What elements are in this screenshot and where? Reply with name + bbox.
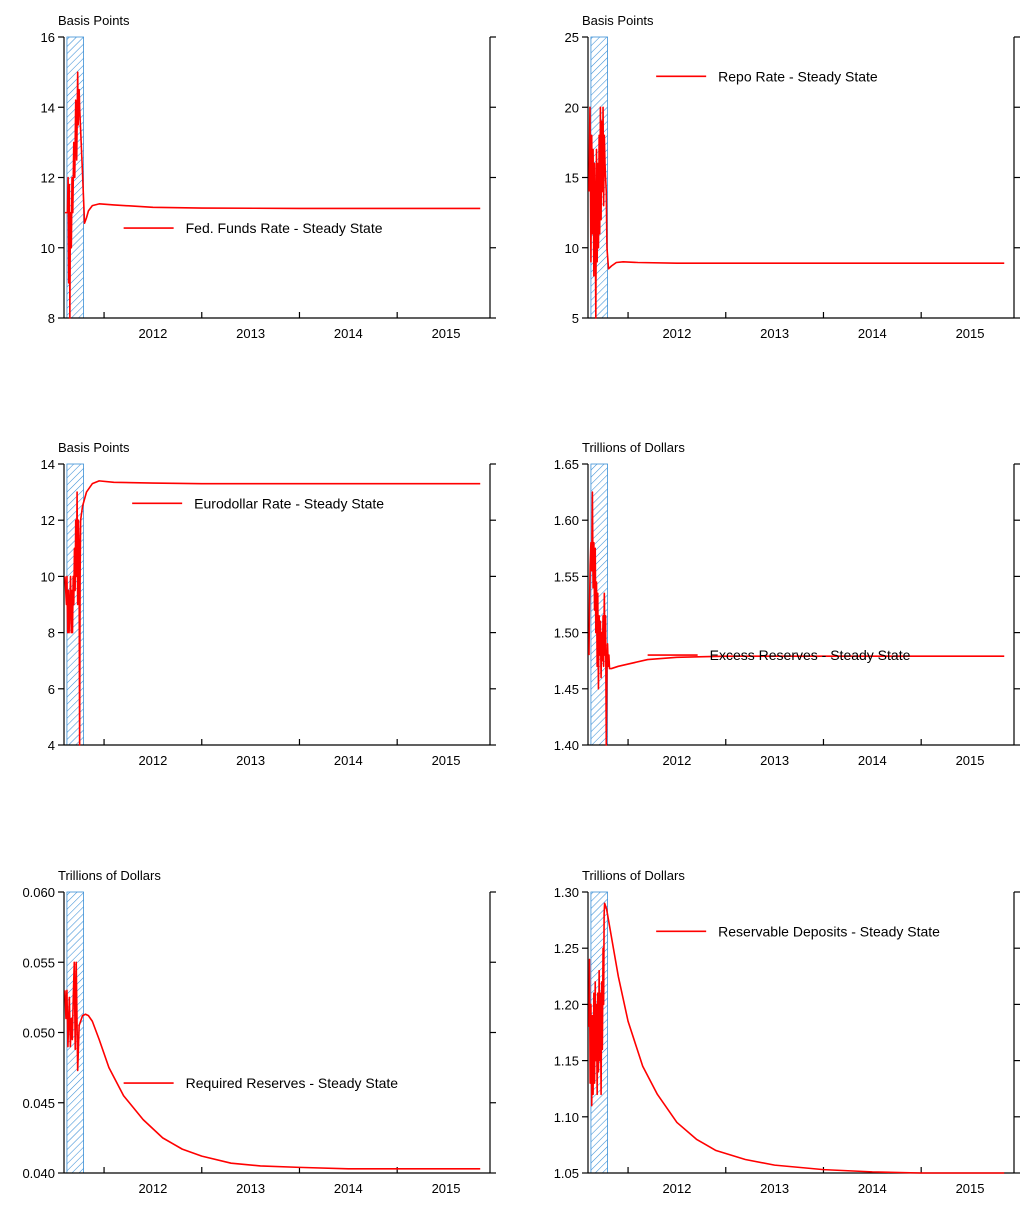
series-line — [588, 106, 1005, 319]
chart-panel-3: 4 6 8 10 12 14 2012 2013 2014 2015 Basis Points Eur… — [41, 440, 496, 768]
y-tick-label: 12 — [41, 513, 55, 528]
y-tick-label: 1.25 — [554, 941, 579, 956]
x-tick-label: 2014 — [858, 1181, 887, 1196]
y-tick-label: 0.050 — [22, 1026, 55, 1041]
chart-panel-2: 5 10 15 20 25 2012 2013 2014 2015 Basis Points Rep… — [565, 13, 1020, 341]
chart-panel-6: 1.05 1.10 1.15 1.20 1.25 1.30 2012 2013 2014 2015… — [554, 868, 1020, 1196]
x-tick-label: 2012 — [662, 1181, 691, 1196]
x-tick-label: 2013 — [236, 1181, 265, 1196]
y-tick-label: 0.040 — [22, 1166, 55, 1181]
y-tick-label: 0.055 — [22, 955, 55, 970]
y-tick-label: 14 — [41, 457, 55, 472]
y-tick-label: 1.20 — [554, 997, 579, 1012]
legend-label: Eurodollar Rate - Steady State — [194, 495, 384, 511]
x-tick-label: 2013 — [760, 1181, 789, 1196]
x-tick-label: 2013 — [760, 326, 789, 341]
y-tick-label: 1.15 — [554, 1054, 579, 1069]
legend-label: Reservable Deposits - Steady State — [718, 923, 940, 939]
x-tick-label: 2012 — [138, 753, 167, 768]
chart-panel-1: 8 10 12 14 16 2012 2013 2014 2015 Basis Points Fed… — [41, 13, 496, 341]
y-tick-label: 10 — [565, 241, 579, 256]
y-tick-label: 1.40 — [554, 738, 579, 753]
series-line — [64, 71, 481, 319]
unit-label: Trillions of Dollars — [582, 440, 685, 455]
legend-label: Repo Rate - Steady State — [718, 68, 878, 84]
unit-label: Basis Points — [58, 13, 130, 28]
x-tick-label: 2012 — [662, 753, 691, 768]
chart-panel-4: 1.40 1.45 1.50 1.55 1.60 1.65 2012 2013 2014 2015… — [554, 440, 1020, 768]
x-tick-label: 2014 — [858, 753, 887, 768]
y-tick-label: 1.10 — [554, 1110, 579, 1125]
series-line — [588, 902, 1005, 1174]
legend-label: Excess Reserves - Steady State — [710, 647, 911, 663]
unit-label: Trillions of Dollars — [582, 868, 685, 883]
x-tick-label: 2012 — [662, 326, 691, 341]
x-tick-label: 2015 — [432, 753, 461, 768]
legend-label: Fed. Funds Rate - Steady State — [186, 220, 383, 236]
y-tick-label: 1.30 — [554, 885, 579, 900]
x-tick-label: 2015 — [956, 326, 985, 341]
y-tick-label: 8 — [48, 311, 55, 326]
y-tick-label: 1.45 — [554, 682, 579, 697]
y-tick-label: 10 — [41, 569, 55, 584]
x-tick-label: 2014 — [334, 1181, 363, 1196]
y-tick-label: 1.60 — [554, 513, 579, 528]
y-tick-label: 14 — [41, 100, 55, 115]
y-tick-label: 1.50 — [554, 626, 579, 641]
y-tick-label: 15 — [565, 171, 579, 186]
x-tick-label: 2012 — [138, 326, 167, 341]
y-tick-label: 1.65 — [554, 457, 579, 472]
y-tick-label: 1.05 — [554, 1166, 579, 1181]
y-tick-label: 0.045 — [22, 1096, 55, 1111]
series-line — [64, 961, 481, 1170]
y-tick-label: 25 — [565, 30, 579, 45]
y-tick-label: 4 — [48, 738, 55, 753]
x-tick-label: 2012 — [138, 1181, 167, 1196]
unit-label: Trillions of Dollars — [58, 868, 161, 883]
y-tick-label: 6 — [48, 682, 55, 697]
x-tick-label: 2015 — [432, 326, 461, 341]
unit-label: Basis Points — [58, 440, 130, 455]
y-tick-label: 0.060 — [22, 885, 55, 900]
y-tick-label: 8 — [48, 626, 55, 641]
x-tick-label: 2014 — [334, 326, 363, 341]
series-line — [64, 480, 481, 746]
chart-panel-5: 0.040 0.045 0.050 0.055 0.060 2012 2013 2014 201… — [22, 868, 496, 1196]
x-tick-label: 2015 — [956, 753, 985, 768]
x-tick-label: 2013 — [236, 753, 265, 768]
y-tick-label: 10 — [41, 241, 55, 256]
x-tick-label: 2015 — [432, 1181, 461, 1196]
y-tick-label: 16 — [41, 30, 55, 45]
y-tick-label: 5 — [572, 311, 579, 326]
unit-label: Basis Points — [582, 13, 654, 28]
series-line — [588, 491, 1005, 746]
x-tick-label: 2015 — [956, 1181, 985, 1196]
y-tick-label: 1.55 — [554, 569, 579, 584]
y-tick-label: 12 — [41, 171, 55, 186]
x-tick-label: 2014 — [334, 753, 363, 768]
x-tick-label: 2013 — [760, 753, 789, 768]
x-tick-label: 2013 — [236, 326, 265, 341]
legend-label: Required Reserves - Steady State — [186, 1075, 399, 1091]
x-tick-label: 2014 — [858, 326, 887, 341]
y-tick-label: 20 — [565, 100, 579, 115]
